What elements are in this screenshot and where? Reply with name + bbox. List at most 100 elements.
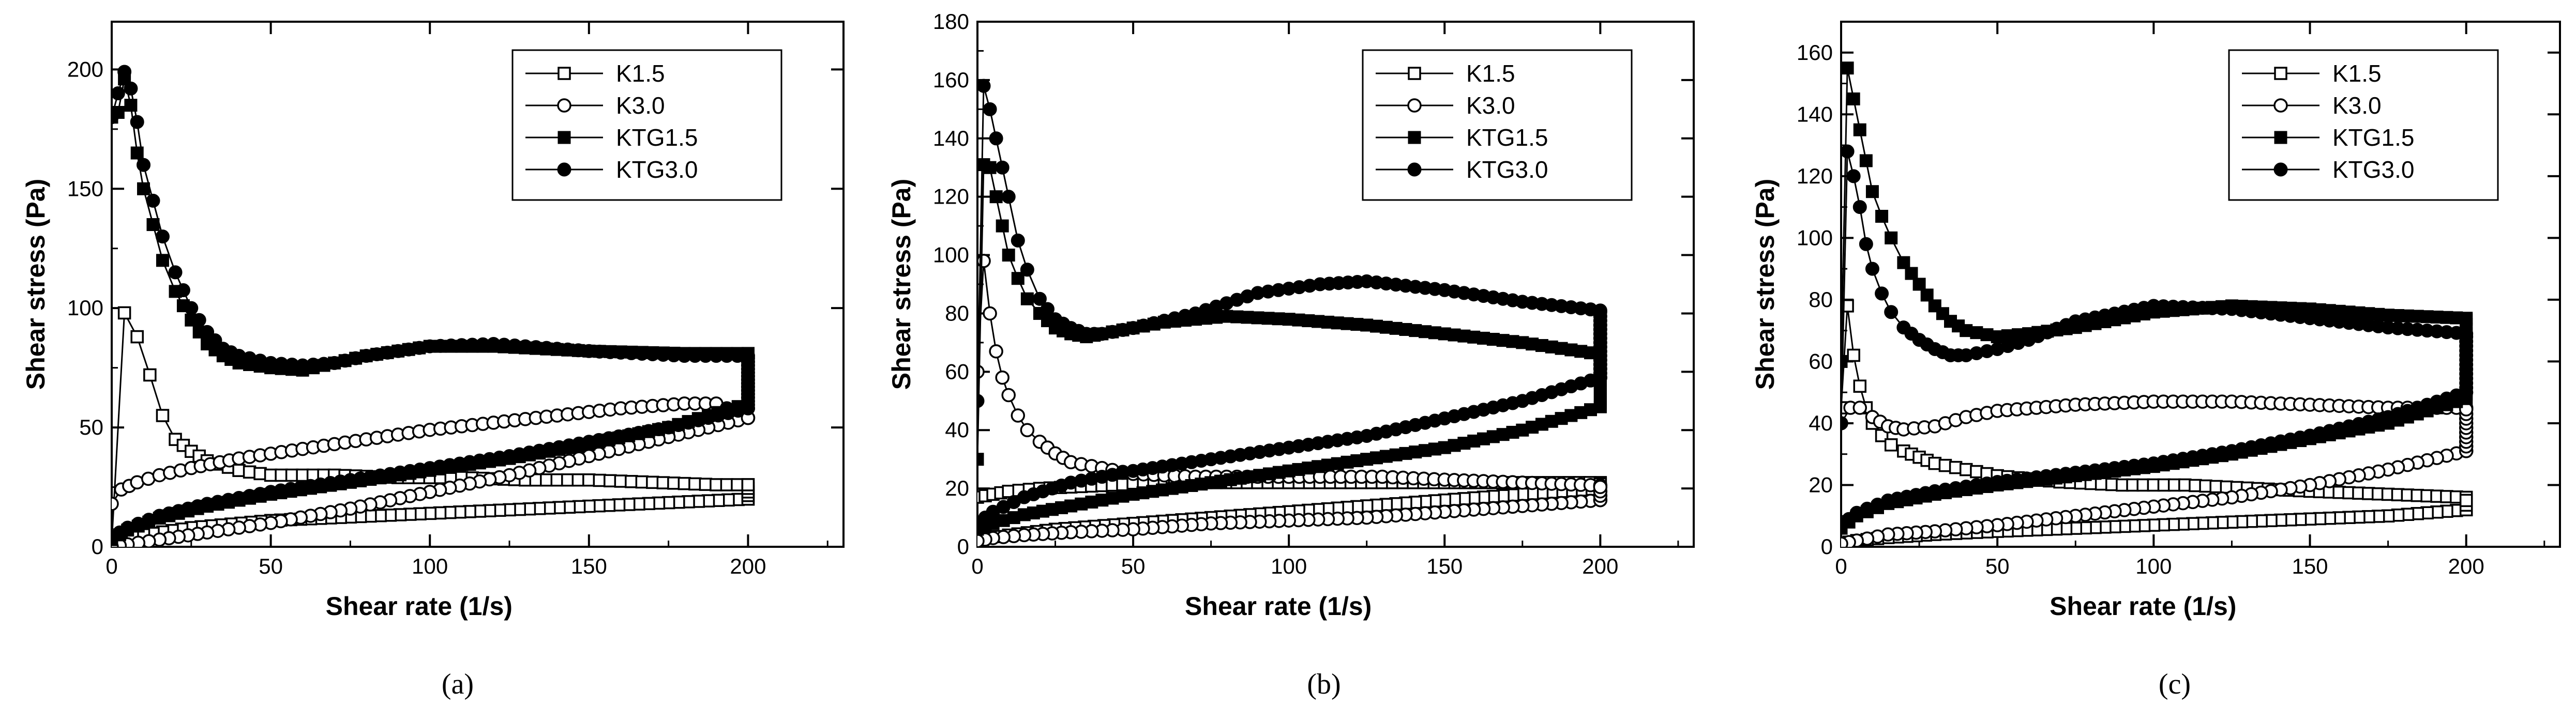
legend: K1.5 K3.0 KTG1.5 KTG3.0 <box>2228 49 2499 201</box>
legend-label: KTG3.0 <box>1466 156 1548 183</box>
x-tick-label: 50 <box>1121 554 1146 578</box>
x-tick-label: 100 <box>412 554 448 578</box>
legend-marker <box>2274 67 2287 80</box>
series-k1-5-point <box>540 473 553 487</box>
y-tick-label: 150 <box>67 176 103 201</box>
legend-label: K1.5 <box>616 60 665 87</box>
panel-c: 0 50 100 150 200 0 20 40 60 80 100 120 140 160 Shear r… <box>1751 21 2561 700</box>
series-k3-0-point <box>995 370 1010 385</box>
legend-marker <box>1408 131 1421 144</box>
y-tick-label: 60 <box>1809 349 1833 373</box>
series-k1-5-point <box>264 468 278 482</box>
series-ktg3-0-point <box>989 131 1003 146</box>
legend-marker <box>558 131 571 144</box>
plot-area <box>1841 62 2474 547</box>
series-ktg1-5-point <box>1875 210 1889 223</box>
series-ktg3-0-point <box>1852 200 1867 214</box>
panel-caption: (b) <box>1307 668 1340 700</box>
legend: K1.5 K3.0 KTG1.5 KTG3.0 <box>511 49 782 201</box>
x-tick-label: 200 <box>2448 554 2484 578</box>
series-ktg1-5-point <box>1002 249 1015 262</box>
series-ktg3-0-point <box>1865 262 1879 276</box>
series-ktg3-0-point <box>146 193 160 208</box>
x-tick-label: 150 <box>1426 554 1463 578</box>
legend-marker <box>557 162 571 177</box>
series-ktg1-5-point <box>1847 92 1860 105</box>
series-ktg3-0-point <box>983 102 997 116</box>
series-k1-5-point <box>571 473 585 487</box>
series-k1-5-point <box>550 473 564 487</box>
series-ktg1-5-point <box>983 161 997 174</box>
x-axis-label: Shear rate (1/s) <box>326 592 513 621</box>
series-ktg1-5-point <box>989 190 1003 204</box>
series-k1-5-point <box>275 468 288 482</box>
legend-label: K3.0 <box>2332 92 2382 119</box>
series-k1-5-point <box>635 475 649 489</box>
plot-area <box>977 79 1608 547</box>
x-tick-label: 150 <box>2292 554 2328 578</box>
y-tick-label: 100 <box>933 243 969 267</box>
series-ktg3-0-point <box>1841 144 1855 159</box>
series-ktg1-5-point <box>1885 231 1898 244</box>
series-ktg3-0-point <box>1011 233 1025 248</box>
series-ktg3-0-point <box>112 110 119 125</box>
y-tick-label: 120 <box>1797 164 1833 188</box>
panel-b: 0 50 100 150 200 0 20 40 60 80 100 120 140 160 180 Shea… <box>887 9 1695 700</box>
series-ktg1-5-point <box>1841 62 1854 75</box>
series-ktg3-0-point <box>130 115 144 129</box>
series-ktg3-0-point <box>200 325 215 339</box>
y-tick-label: 20 <box>945 476 969 500</box>
series-k3-0-point <box>112 497 119 511</box>
series-k1-5-point <box>117 306 131 320</box>
y-tick-label: 50 <box>79 415 103 439</box>
x-axis-label: Shear rate (1/s) <box>2050 592 2236 621</box>
series-ktg1-5-point <box>977 453 984 466</box>
series-ktg3-0-point <box>1001 190 1016 204</box>
legend-label: KTG3.0 <box>2332 156 2415 183</box>
series-ktg1-5-point <box>1897 256 1910 269</box>
legend-label: K3.0 <box>1466 92 1515 119</box>
series-ktg1-5-point <box>996 219 1009 233</box>
series-k1-5-point <box>232 464 246 477</box>
y-tick-label: 140 <box>1797 102 1833 126</box>
series-ktg3-0-point <box>1875 286 1889 301</box>
series-k1-5-point <box>656 476 670 489</box>
legend-box <box>2228 49 2499 201</box>
legend-box <box>1362 49 1633 201</box>
plot-frame <box>111 21 845 548</box>
series-k3-0-point <box>1841 536 1848 547</box>
series-ktg3-0 <box>977 79 1607 531</box>
y-tick-label: 40 <box>945 418 969 442</box>
y-tick-label: 160 <box>933 68 969 92</box>
x-tick-label: 200 <box>1582 554 1618 578</box>
series-k1-5-point <box>614 474 628 488</box>
x-tick-label: 0 <box>1835 554 1847 578</box>
series-k1-5-point <box>593 473 607 487</box>
y-tick-label: 20 <box>1809 472 1833 497</box>
series-k1-5-point <box>1847 348 1860 362</box>
legend-marker <box>558 67 571 80</box>
series-ktg3-0-point <box>168 265 183 280</box>
y-tick-label: 0 <box>957 534 969 559</box>
series-ktg1-5-point <box>1920 288 1934 302</box>
series-k1-5-point <box>741 478 755 491</box>
series-ktg3-0-point <box>1841 416 1848 431</box>
series-ktg3-0 <box>1841 144 2474 532</box>
y-axis-label: Shear stress (Pa) <box>887 179 916 390</box>
series-ktg3-0-point <box>1032 291 1047 306</box>
legend-marker <box>1407 162 1422 177</box>
series-k3-0-point <box>977 533 985 547</box>
series-ktg3-0-point <box>184 301 199 315</box>
legend-marker <box>2273 162 2288 177</box>
series-ktg1-5-point <box>1865 185 1879 198</box>
y-tick-label: 100 <box>1797 225 1833 250</box>
y-tick-label: 0 <box>1821 534 1833 559</box>
legend-marker <box>1407 98 1422 113</box>
series-k1-5-point <box>2459 494 2473 508</box>
series-ktg3-0-point <box>995 160 1010 175</box>
y-tick-label: 180 <box>933 9 969 34</box>
series-ktg1-5-point <box>2460 313 2473 327</box>
legend-marker <box>1408 67 1421 80</box>
y-tick-label: 140 <box>933 126 969 150</box>
legend-marker <box>2274 131 2287 144</box>
